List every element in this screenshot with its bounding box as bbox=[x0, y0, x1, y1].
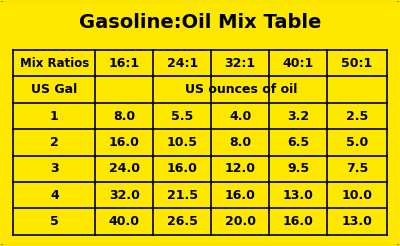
Text: Gasoline:Oil Mix Table: Gasoline:Oil Mix Table bbox=[79, 13, 321, 31]
Text: 20.0: 20.0 bbox=[225, 215, 256, 228]
Text: 40.0: 40.0 bbox=[109, 215, 140, 228]
Text: 50:1: 50:1 bbox=[341, 57, 372, 70]
Text: 26.5: 26.5 bbox=[167, 215, 198, 228]
Text: US Gal: US Gal bbox=[31, 83, 78, 96]
Text: 4: 4 bbox=[50, 189, 59, 202]
Text: 5: 5 bbox=[50, 215, 59, 228]
Text: 9.5: 9.5 bbox=[287, 162, 309, 175]
Text: 6.5: 6.5 bbox=[287, 136, 309, 149]
Text: 12.0: 12.0 bbox=[225, 162, 256, 175]
Text: 40:1: 40:1 bbox=[282, 57, 314, 70]
Text: 8.0: 8.0 bbox=[113, 109, 136, 123]
Text: 32:1: 32:1 bbox=[224, 57, 256, 70]
Text: Mix Ratios: Mix Ratios bbox=[20, 57, 89, 70]
Text: 16:1: 16:1 bbox=[109, 57, 140, 70]
Text: US ounces of oil: US ounces of oil bbox=[185, 83, 297, 96]
Text: 16.0: 16.0 bbox=[109, 136, 140, 149]
Text: 1: 1 bbox=[50, 109, 59, 123]
Text: 2.5: 2.5 bbox=[346, 109, 368, 123]
Text: 2: 2 bbox=[50, 136, 59, 149]
Text: 32.0: 32.0 bbox=[109, 189, 140, 202]
Text: 3.2: 3.2 bbox=[287, 109, 309, 123]
Text: 21.5: 21.5 bbox=[167, 189, 198, 202]
Text: 24.0: 24.0 bbox=[109, 162, 140, 175]
Text: 7.5: 7.5 bbox=[346, 162, 368, 175]
Text: 10.5: 10.5 bbox=[167, 136, 198, 149]
Text: 24:1: 24:1 bbox=[167, 57, 198, 70]
Text: 13.0: 13.0 bbox=[341, 215, 372, 228]
Text: 5.5: 5.5 bbox=[171, 109, 193, 123]
Text: 13.0: 13.0 bbox=[282, 189, 314, 202]
Text: 16.0: 16.0 bbox=[282, 215, 314, 228]
Text: 4.0: 4.0 bbox=[229, 109, 251, 123]
Text: 3: 3 bbox=[50, 162, 59, 175]
Text: 16.0: 16.0 bbox=[225, 189, 256, 202]
Text: 5.0: 5.0 bbox=[346, 136, 368, 149]
Text: 10.0: 10.0 bbox=[341, 189, 372, 202]
Text: 16.0: 16.0 bbox=[167, 162, 198, 175]
Text: 8.0: 8.0 bbox=[229, 136, 251, 149]
